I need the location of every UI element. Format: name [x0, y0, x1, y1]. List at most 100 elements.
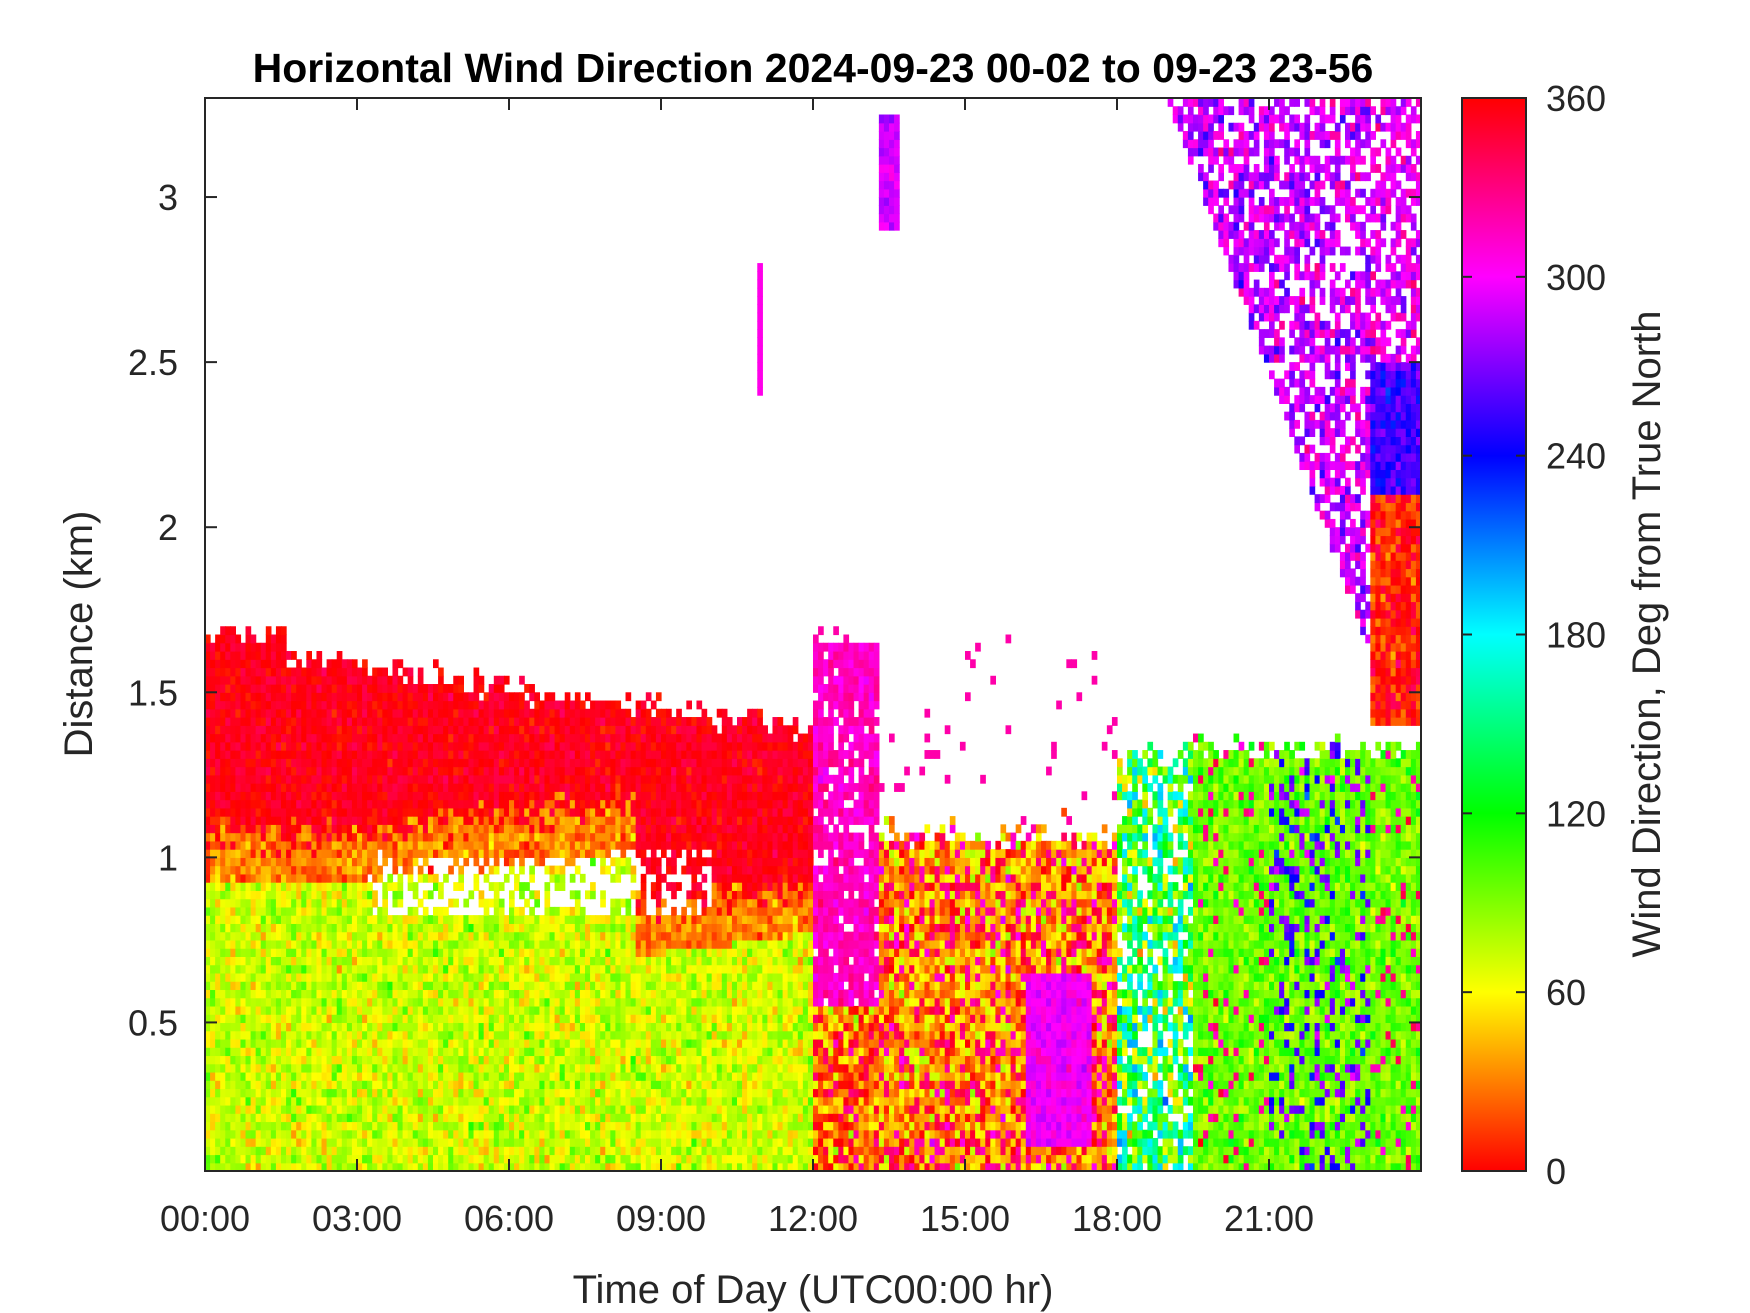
heatmap-cell: [397, 1047, 404, 1057]
heatmap-cell: [615, 824, 622, 834]
heatmap-cell: [235, 675, 242, 685]
heatmap-cell: [468, 1154, 475, 1164]
heatmap-cell: [569, 1014, 576, 1024]
heatmap-cell: [503, 700, 510, 710]
heatmap-cell: [326, 700, 333, 710]
heatmap-cell: [630, 1071, 637, 1081]
heatmap-cell: [453, 923, 459, 933]
heatmap-cell: [316, 816, 323, 825]
heatmap-cell: [488, 1121, 495, 1131]
heatmap-cell: [438, 1096, 444, 1106]
heatmap-cell: [210, 832, 216, 842]
heatmap-cell: [600, 717, 606, 726]
heatmap-cell: [443, 1129, 449, 1139]
heatmap-cell: [554, 1055, 561, 1065]
heatmap-cell: [519, 931, 525, 941]
heatmap-cell: [341, 972, 348, 982]
heatmap-cell: [275, 1146, 282, 1156]
heatmap-cell: [620, 1154, 627, 1164]
heatmap-cell: [549, 964, 556, 974]
heatmap-cell: [397, 1137, 404, 1147]
heatmap-cell: [579, 1113, 586, 1123]
heatmap-cell: [458, 1063, 464, 1073]
heatmap-cell: [539, 931, 546, 941]
heatmap-cell: [286, 1104, 292, 1114]
heatmap-cell: [230, 634, 236, 644]
heatmap-cell: [367, 1162, 373, 1171]
heatmap-cell: [524, 981, 530, 991]
heatmap-cell: [225, 865, 231, 875]
heatmap-cell: [346, 692, 353, 702]
heatmap-cell: [534, 939, 540, 949]
heatmap-cell: [544, 865, 551, 875]
heatmap-cell: [478, 890, 485, 900]
heatmap-cell: [331, 1047, 338, 1057]
heatmap-cell: [549, 692, 556, 702]
heatmap-cell: [220, 931, 226, 941]
heatmap-cell: [210, 1055, 216, 1065]
heatmap-cell: [205, 939, 211, 949]
heatmap-cell: [240, 783, 247, 792]
heatmap-cell: [443, 1030, 449, 1040]
heatmap-cell: [443, 1154, 449, 1164]
heatmap-cell: [372, 1014, 378, 1024]
heatmap-cell: [230, 906, 236, 916]
heatmap-cell: [574, 972, 581, 982]
heatmap-cell: [281, 849, 287, 858]
heatmap-cell: [615, 799, 622, 809]
heatmap-cell: [311, 972, 318, 982]
heatmap-cell: [205, 931, 211, 941]
heatmap-cell: [585, 1154, 591, 1164]
heatmap-cell: [392, 799, 399, 809]
heatmap-cell: [438, 824, 444, 834]
heatmap-cell: [321, 898, 328, 908]
heatmap-cell: [448, 898, 454, 908]
heatmap-cell: [275, 882, 282, 891]
heatmap-cell: [306, 849, 312, 858]
heatmap-cell: [610, 799, 616, 809]
heatmap-cell: [473, 733, 480, 743]
heatmap-cell: [372, 1154, 378, 1164]
heatmap-cell: [341, 708, 348, 718]
heatmap-cell: [331, 1129, 338, 1139]
heatmap-cell: [433, 1088, 439, 1098]
heatmap-cell: [255, 783, 262, 792]
heatmap-cell: [600, 1022, 606, 1032]
heatmap-cell: [422, 849, 429, 858]
heatmap-cell: [585, 1162, 591, 1171]
heatmap-cell: [539, 717, 546, 726]
heatmap-cell: [291, 1030, 297, 1040]
heatmap-cell: [422, 948, 429, 957]
heatmap-cell: [321, 766, 328, 776]
heatmap-cell: [422, 997, 429, 1007]
heatmap-cell: [402, 799, 409, 809]
heatmap-cell: [493, 1088, 500, 1098]
heatmap-cell: [574, 725, 581, 735]
heatmap-cell: [240, 898, 247, 908]
heatmap-cell: [321, 890, 328, 900]
heatmap-cell: [240, 667, 247, 677]
heatmap-cell: [341, 758, 348, 768]
heatmap-cell: [316, 997, 323, 1007]
heatmap-cell: [387, 675, 394, 685]
heatmap-cell: [549, 1022, 556, 1032]
heatmap-cell: [514, 1146, 520, 1156]
heatmap-cell: [534, 807, 540, 817]
heatmap-cell: [255, 659, 262, 669]
heatmap-cell: [311, 931, 318, 941]
heatmap-cell: [296, 824, 302, 834]
heatmap-cell: [488, 948, 495, 957]
heatmap-cell: [316, 1014, 323, 1024]
heatmap-cell: [615, 956, 622, 966]
heatmap-cell: [478, 939, 485, 949]
heatmap-cell: [427, 807, 434, 817]
heatmap-cell: [382, 956, 388, 966]
heatmap-cell: [291, 667, 297, 677]
heatmap-cell: [529, 964, 535, 974]
heatmap-cell: [620, 1096, 627, 1106]
heatmap-cell: [478, 1113, 485, 1123]
heatmap-cell: [564, 725, 571, 735]
heatmap-cell: [397, 1096, 404, 1106]
heatmap-cell: [483, 774, 490, 784]
heatmap-cell: [220, 890, 226, 900]
